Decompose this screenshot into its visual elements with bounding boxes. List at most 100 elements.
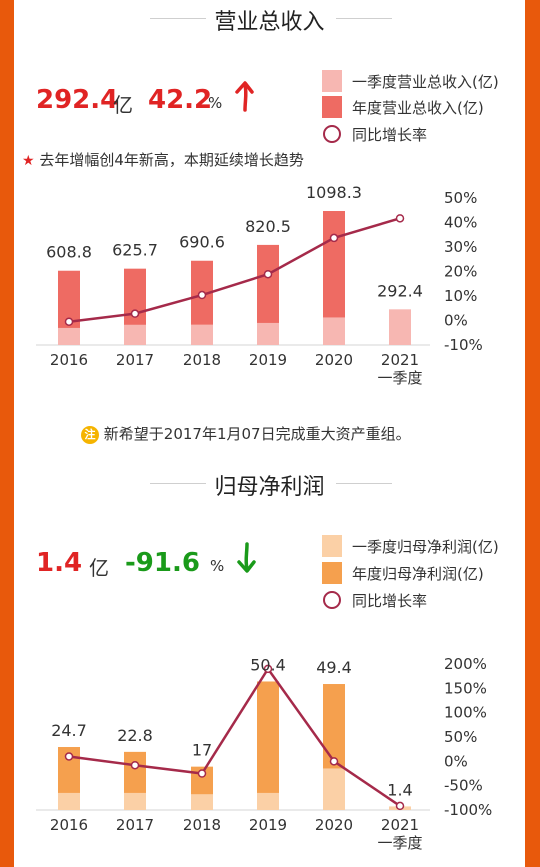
y2-tick-label: 10% [444,287,477,305]
y2-tick-label: 0% [444,312,468,330]
data-label: 820.5 [245,217,291,236]
growth-point [64,317,74,326]
growth-line [68,666,401,807]
growth-point [329,233,339,243]
q1-bar [58,327,80,345]
y2-tick-label: -100% [444,801,492,819]
x-tick-label: 2021 [381,351,419,369]
growth-point [329,757,339,766]
q1-bar [191,794,213,810]
x-tick-label: 2016 [50,351,88,369]
profit-kpi-unit: 亿 [89,556,109,580]
y2-tick-label: 20% [444,263,477,281]
growth-point [263,269,273,279]
x-tick-label: 2020 [315,816,353,834]
legend-label-annual: 年度营业总收入(亿) [352,99,484,117]
legend-label-annual-profit: 年度归母净利润(亿) [352,565,484,583]
data-label: 1.4 [387,780,412,799]
revenue-kpi-value: 292.4 [36,85,119,115]
title-divider-right-2 [336,483,392,484]
annual-bar [191,260,213,345]
x-tick-label: 一季度 [377,369,422,387]
revenue-chart: 50% 40% 30% 20% 10% 0% -10% 608.8 625.7 690.6 820.… [36,183,483,387]
y2-tick-label: -50% [444,777,483,795]
q1-bar [191,324,213,345]
annual-bar [323,211,345,345]
highlight-note-text: 去年增幅创4年新高，本期延续增长趋势 [39,151,304,169]
data-label: 292.4 [377,281,423,300]
growth-point [197,769,207,778]
legend-swatch-q1 [322,70,342,92]
footnote-text: 新希望于2017年1月07日完成重大资产重组。 [103,425,411,443]
growth-point [395,801,405,811]
profit-section-title: 归母净利润 [214,475,325,500]
x-tick-label: 2018 [183,351,221,369]
legend-label-q1: 一季度营业总收入(亿) [352,73,499,91]
legend-swatch-annual-profit [322,562,342,584]
legend-marker-growth-2 [323,591,341,609]
y2-tick-label: 50% [444,728,477,746]
data-label: 690.6 [179,233,225,252]
q1-bar [389,309,411,345]
x-tick-label: 2018 [183,816,221,834]
growth-point [263,664,273,674]
arrow-up-icon [235,81,254,112]
growth-point [130,309,140,318]
growth-point [197,290,207,300]
y2-tick-label: 50% [444,189,477,207]
data-label: 608.8 [46,243,92,262]
y2-tick-label: 100% [444,704,487,722]
revenue-kpi-growth-unit: % [208,94,223,112]
data-label: 1098.3 [306,183,362,202]
content-panel: 营业总收入 292.4 亿 42.2 % 一季度营业总收入(亿) 年度营业总收入… [14,0,525,867]
growth-point [64,752,74,761]
annual-bar [257,681,279,810]
q1-bar [58,792,80,810]
legend-swatch-q1-profit [322,535,342,557]
q1-bar [124,792,146,810]
y2-tick-label: 0% [444,752,468,770]
x-tick-label: 2017 [116,816,154,834]
growth-point [395,214,405,223]
note-badge-icon: 注 [81,426,99,444]
legend-label-growth-2: 同比增长率 [352,592,428,610]
x-tick-label: 2017 [116,351,154,369]
y2-tick-label: 150% [444,679,487,697]
q1-bar [124,324,146,345]
y2-tick-label: 200% [444,655,487,673]
y2-tick-label: 30% [444,238,477,256]
profit-kpi-growth-unit: % [210,557,225,575]
data-label: 625.7 [112,241,158,260]
title-divider-left [150,18,206,19]
x-tick-label: 2019 [249,816,287,834]
q1-bar [257,322,279,345]
growth-point [130,760,140,770]
data-label: 17 [192,741,212,760]
x-tick-label: 2021 [381,816,419,834]
q1-bar [257,792,279,810]
data-label: 49.4 [316,658,352,677]
data-label: 24.7 [51,721,87,740]
legend-label-q1-profit: 一季度归母净利润(亿) [352,538,499,556]
q1-bar [323,768,345,810]
data-label: 50.4 [250,655,286,674]
y2-tick-label: -10% [444,336,483,354]
profit-chart: 200% 150% 100% 50% 0% -50% -100% 24.7 22.8 17 50.4… [36,655,492,852]
y2-tick-label: 40% [444,214,477,232]
x-tick-label: 2016 [50,816,88,834]
annual-bar [58,270,80,345]
data-label: 22.8 [117,726,153,745]
legend-label-growth: 同比增长率 [352,126,428,144]
profit-kpi-value: 1.4 [36,548,83,578]
q1-bar [323,317,345,345]
revenue-kpi-growth: 42.2 [148,85,213,115]
x-tick-label: 2019 [249,351,287,369]
legend-marker-growth [323,125,341,143]
revenue-section-title: 营业总收入 [214,10,325,35]
title-divider-right [336,18,392,19]
title-divider-left-2 [150,483,206,484]
footnote: 注 新希望于2017年1月07日完成重大资产重组。 [81,423,411,444]
revenue-kpi-unit: 亿 [113,93,133,117]
x-tick-label: 2020 [315,351,353,369]
highlight-note: ★ 去年增幅创4年新高，本期延续增长趋势 [22,149,304,170]
